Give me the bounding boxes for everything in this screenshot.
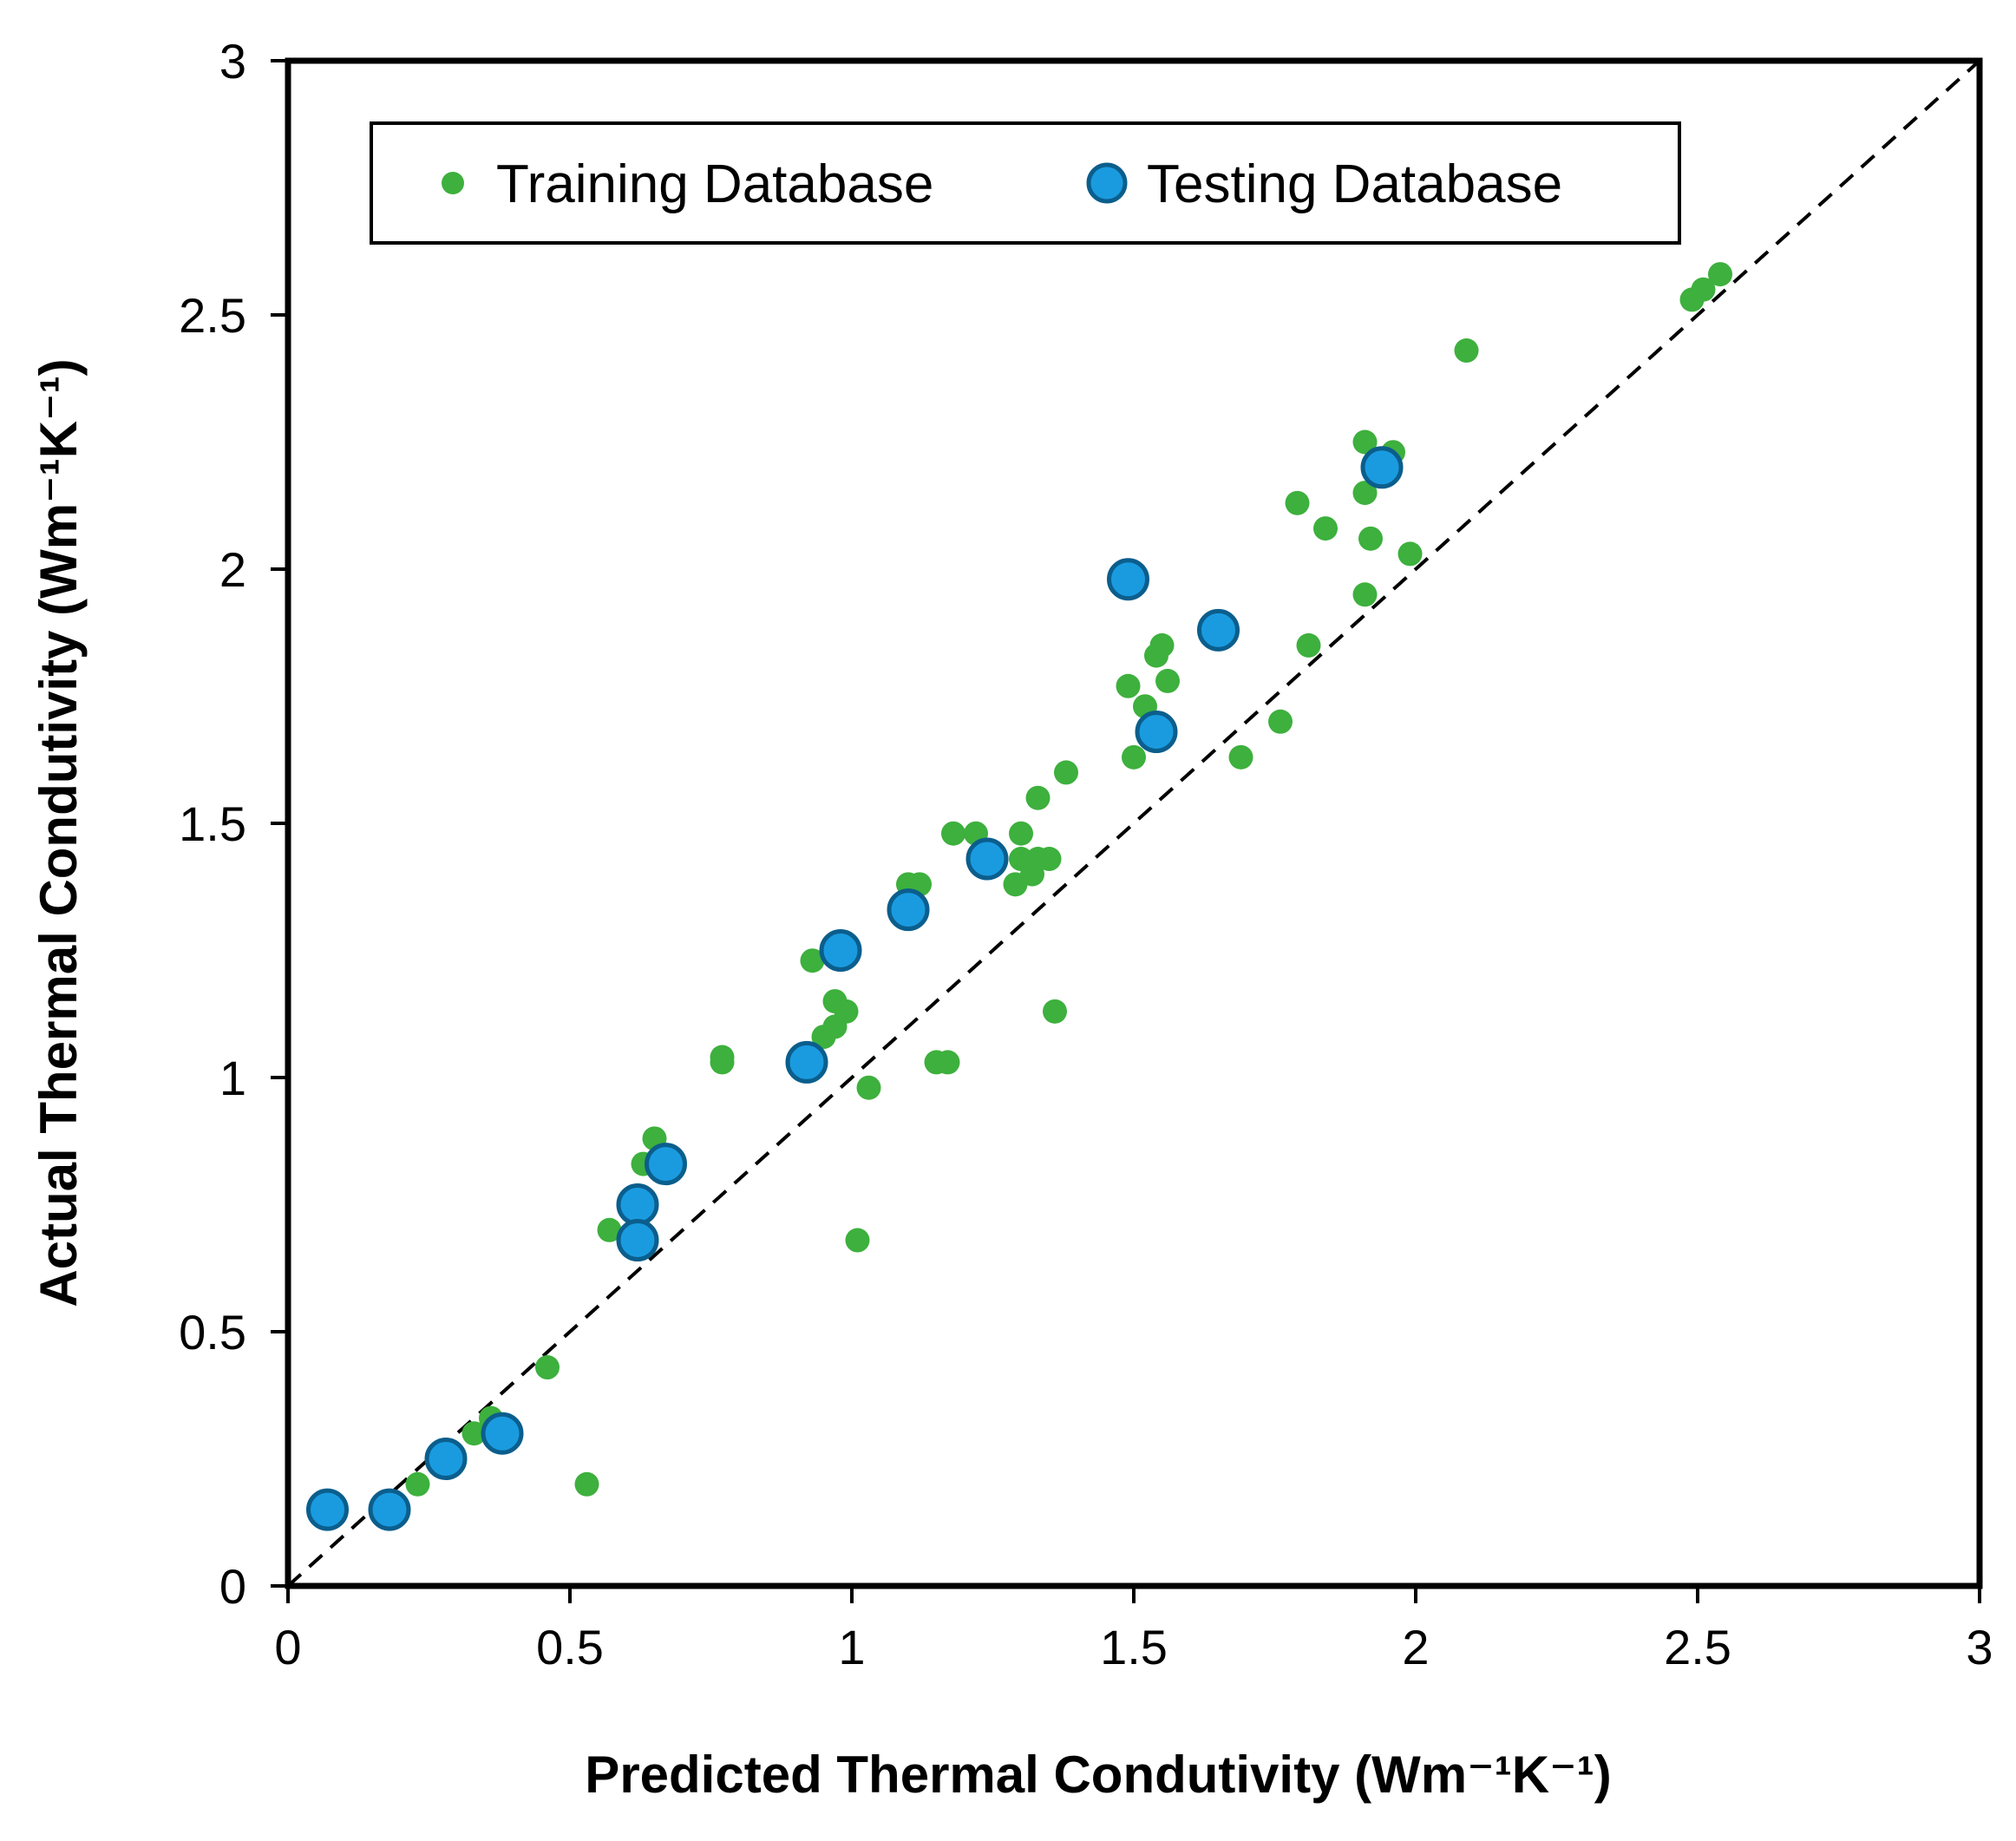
testing-point [616, 1183, 659, 1226]
testing-point [368, 1488, 411, 1531]
reference-line-y-equals-x [286, 59, 1981, 1588]
y-tick-label: 1.5 [179, 796, 246, 851]
legend-testing-marker [1086, 162, 1128, 204]
y-tick-label: 3 [219, 34, 246, 88]
training-point [1285, 490, 1310, 515]
training-point [1358, 526, 1383, 551]
training-point [1352, 481, 1378, 506]
testing-point [1360, 446, 1404, 489]
training-point [1054, 760, 1078, 785]
testing-point [819, 929, 862, 972]
training-point [574, 1471, 599, 1497]
training-point [1116, 673, 1141, 698]
testing-point [306, 1488, 349, 1531]
training-point [461, 1421, 487, 1446]
legend: Training Database Testing Database [370, 121, 1681, 245]
training-point [1228, 744, 1253, 770]
x-tick-label: 1.5 [1100, 1620, 1168, 1674]
training-point [1313, 516, 1338, 541]
testing-point [616, 1219, 659, 1262]
training-point [834, 999, 859, 1024]
testing-point [965, 837, 1009, 881]
testing-point [1197, 608, 1240, 652]
legend-testing-label: Testing Database [1147, 154, 1562, 214]
y-tick-label: 0 [219, 1559, 246, 1614]
testing-point [887, 888, 930, 932]
x-tick-label: 1 [838, 1620, 865, 1674]
training-point [1397, 541, 1423, 567]
training-point [1691, 277, 1716, 302]
legend-training-label: Training Database [496, 154, 933, 214]
training-point [1296, 632, 1321, 658]
plot-area-frame [285, 57, 1983, 1589]
y-axis-title: Actual Thermal Condutivity (Wm⁻¹K⁻¹) [29, 358, 88, 1307]
training-point [1352, 429, 1378, 455]
x-tick-label: 0.5 [536, 1620, 604, 1674]
testing-point [785, 1040, 828, 1084]
training-point [1009, 821, 1033, 846]
x-axis-title: Predicted Thermal Condutivity (Wm⁻¹K⁻¹) [585, 1746, 1611, 1804]
training-point [1037, 847, 1062, 872]
training-point [1025, 785, 1051, 810]
training-point [597, 1217, 622, 1242]
training-point [1043, 999, 1067, 1024]
x-tick-label: 3 [1966, 1620, 1993, 1674]
legend-box [370, 121, 1681, 245]
training-point [845, 1228, 870, 1253]
training-point [1149, 632, 1175, 658]
training-point [405, 1471, 430, 1497]
training-point [1155, 668, 1180, 693]
training-point [1268, 709, 1293, 734]
testing-point [645, 1143, 687, 1186]
training-point [710, 1050, 735, 1075]
y-tick-label: 1 [219, 1051, 246, 1105]
x-tick-label: 2 [1402, 1620, 1429, 1674]
training-point [1454, 338, 1479, 364]
training-point [535, 1355, 560, 1380]
x-tick-label: 2.5 [1664, 1620, 1731, 1674]
training-point [1708, 262, 1732, 287]
x-tick-label: 0 [274, 1620, 301, 1674]
y-tick-label: 2 [219, 542, 246, 597]
training-point [1122, 744, 1146, 770]
y-tick-label: 0.5 [179, 1305, 246, 1359]
training-point [941, 821, 965, 846]
testing-point [1107, 558, 1149, 601]
training-point [800, 948, 825, 973]
training-point [856, 1075, 881, 1100]
legend-training-marker [442, 172, 464, 194]
testing-series [306, 446, 1404, 1531]
training-point [935, 1050, 960, 1075]
testing-point [424, 1438, 468, 1480]
training-point [1352, 582, 1378, 607]
testing-point [481, 1412, 524, 1455]
y-tick-label: 2.5 [179, 288, 246, 343]
reference-layer [286, 59, 1981, 1588]
testing-point [1135, 711, 1178, 754]
